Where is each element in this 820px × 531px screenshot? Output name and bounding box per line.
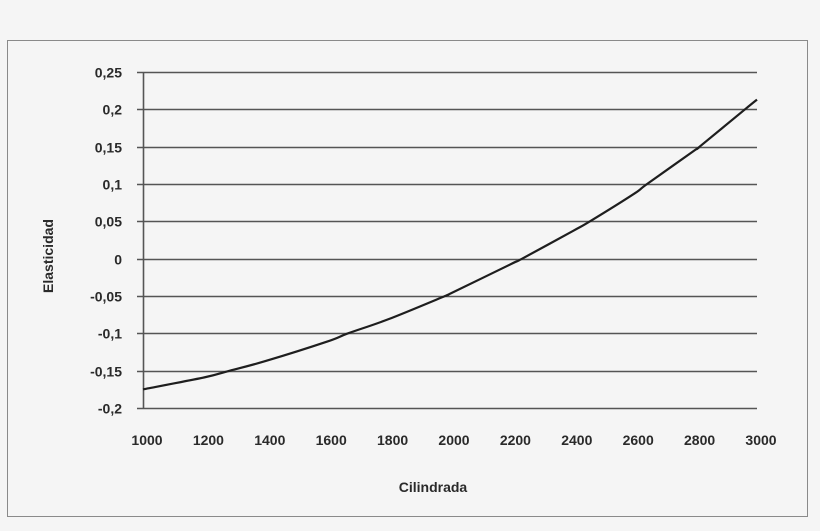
x-tick-label: 1800 xyxy=(377,432,408,448)
x-tick-label: 2800 xyxy=(684,432,715,448)
y-tick-label: 0,2 xyxy=(103,102,123,118)
y-tick-label: 0 xyxy=(114,252,122,268)
elasticity-curve xyxy=(142,98,758,391)
y-tick-label: 0,25 xyxy=(95,65,122,81)
y-tick-label: 0,05 xyxy=(95,214,122,230)
y-tick-label: -0,15 xyxy=(90,364,122,380)
x-tick-label: 1000 xyxy=(131,432,162,448)
y-tick-label: -0,1 xyxy=(98,326,122,342)
y-tick-label: -0,05 xyxy=(90,289,122,305)
x-tick-label: 1200 xyxy=(193,432,224,448)
chart-frame xyxy=(7,40,808,517)
y-tick-label: -0,2 xyxy=(98,401,122,417)
x-tick-label: 2000 xyxy=(438,432,469,448)
x-tick-label: 3000 xyxy=(745,432,776,448)
y-axis-ticks: 0,25 0,2 0,15 0,1 0,05 0 -0,05 -0,1 -0,15 -0,2 xyxy=(90,65,122,417)
y-tick-label: 0,15 xyxy=(95,140,122,156)
x-axis-ticks: 1000 1200 1400 1600 1800 2000 2200 2400 2600 2800… xyxy=(131,432,776,448)
y-axis-title: Elasticidad xyxy=(40,219,56,293)
x-tick-label: 2400 xyxy=(561,432,592,448)
x-tick-label: 1600 xyxy=(316,432,347,448)
x-axis-title: Cilindrada xyxy=(399,479,468,495)
gridlines xyxy=(137,71,757,410)
y-tick-label: 0,1 xyxy=(103,177,123,193)
x-tick-label: 1400 xyxy=(254,432,285,448)
x-tick-label: 2200 xyxy=(500,432,531,448)
x-tick-label: 2600 xyxy=(623,432,654,448)
